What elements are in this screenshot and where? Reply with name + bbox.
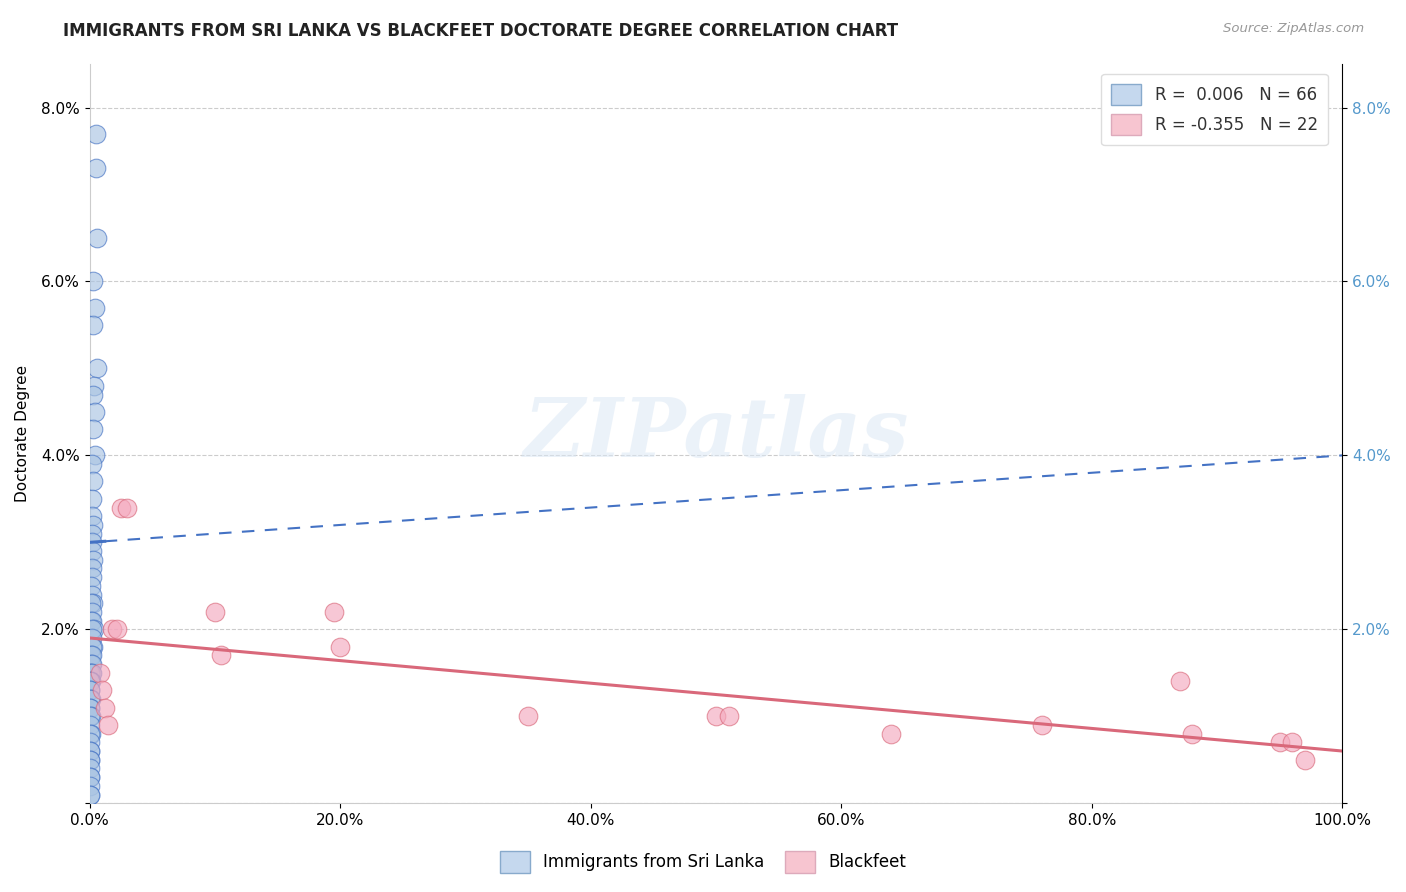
Point — [82, 422, 104, 436]
Point — [79, 691, 101, 706]
Point — [79, 779, 101, 793]
Point — [80, 648, 103, 663]
Point — [80, 648, 103, 663]
Point — [84, 161, 107, 176]
Point — [704, 709, 727, 723]
Text: Source: ZipAtlas.com: Source: ZipAtlas.com — [1223, 22, 1364, 36]
Point — [79, 683, 101, 698]
Point — [82, 587, 104, 601]
Point — [1181, 726, 1204, 740]
Point — [323, 605, 346, 619]
Point — [83, 622, 105, 636]
Point — [82, 475, 104, 489]
Point — [1168, 674, 1191, 689]
Point — [79, 761, 101, 775]
Text: ZIPatlas: ZIPatlas — [523, 393, 908, 474]
Point — [84, 405, 107, 419]
Point — [80, 665, 103, 680]
Legend: Immigrants from Sri Lanka, Blackfeet: Immigrants from Sri Lanka, Blackfeet — [494, 845, 912, 880]
Point — [80, 605, 103, 619]
Point — [1268, 735, 1291, 749]
Point — [80, 674, 103, 689]
Point — [79, 726, 101, 740]
Point — [80, 579, 103, 593]
Point — [80, 726, 103, 740]
Point — [80, 526, 103, 541]
Point — [89, 665, 111, 680]
Point — [79, 683, 101, 698]
Point — [105, 622, 128, 636]
Point — [82, 387, 104, 401]
Point — [80, 561, 103, 575]
Point — [80, 657, 103, 671]
Point — [717, 709, 740, 723]
Point — [84, 127, 107, 141]
Point — [82, 491, 104, 506]
Point — [83, 301, 105, 315]
Point — [83, 379, 105, 393]
Y-axis label: Doctorate Degree: Doctorate Degree — [15, 365, 30, 502]
Point — [82, 553, 104, 567]
Point — [80, 709, 103, 723]
Point — [80, 570, 103, 584]
Point — [82, 318, 104, 332]
Point — [110, 500, 132, 515]
Point — [80, 640, 103, 654]
Point — [79, 744, 101, 758]
Point — [1294, 753, 1316, 767]
Point — [79, 665, 101, 680]
Point — [79, 718, 101, 732]
Point — [79, 788, 101, 802]
Point — [86, 361, 108, 376]
Point — [82, 275, 104, 289]
Point — [80, 596, 103, 610]
Point — [79, 700, 101, 714]
Point — [79, 735, 101, 749]
Point — [82, 640, 104, 654]
Legend: R =  0.006   N = 66, R = -0.355   N = 22: R = 0.006 N = 66, R = -0.355 N = 22 — [1101, 74, 1327, 145]
Point — [82, 631, 104, 645]
Text: IMMIGRANTS FROM SRI LANKA VS BLACKFEET DOCTORATE DEGREE CORRELATION CHART: IMMIGRANTS FROM SRI LANKA VS BLACKFEET D… — [63, 22, 898, 40]
Point — [204, 605, 226, 619]
Point — [1281, 735, 1303, 749]
Point — [82, 518, 104, 533]
Point — [93, 700, 115, 714]
Point — [97, 718, 120, 732]
Point — [80, 535, 103, 549]
Point — [101, 622, 124, 636]
Point — [82, 457, 104, 471]
Point — [880, 726, 903, 740]
Point — [79, 753, 101, 767]
Point — [82, 544, 104, 558]
Point — [80, 665, 103, 680]
Point — [209, 648, 232, 663]
Point — [80, 657, 103, 671]
Point — [83, 449, 105, 463]
Point — [80, 509, 103, 524]
Point — [80, 691, 103, 706]
Point — [117, 500, 139, 515]
Point — [82, 596, 104, 610]
Point — [79, 753, 101, 767]
Point — [79, 744, 101, 758]
Point — [79, 709, 101, 723]
Point — [80, 614, 103, 628]
Point — [91, 683, 114, 698]
Point — [517, 709, 540, 723]
Point — [79, 700, 101, 714]
Point — [79, 674, 101, 689]
Point — [79, 788, 101, 802]
Point — [329, 640, 352, 654]
Point — [79, 770, 101, 784]
Point — [82, 614, 104, 628]
Point — [80, 622, 103, 636]
Point — [79, 770, 101, 784]
Point — [1031, 718, 1053, 732]
Point — [86, 231, 108, 245]
